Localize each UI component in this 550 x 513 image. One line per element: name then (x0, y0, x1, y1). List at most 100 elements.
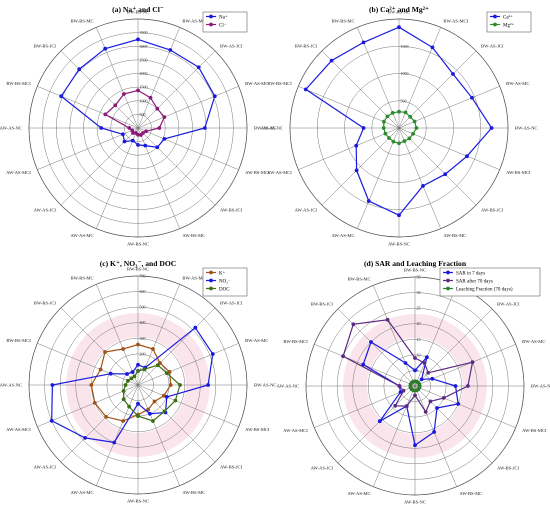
data-point (206, 383, 211, 387)
category-label: AW-AS-JCI (295, 208, 318, 213)
tick-label: 3500 (140, 30, 148, 35)
data-point (412, 119, 417, 124)
legend-marker (209, 22, 213, 27)
tick-label: 35 (417, 275, 421, 280)
category-label: AW-BS-MCI (245, 427, 270, 432)
category-label: AW-AS-JCI (311, 466, 334, 471)
tick-label: 30 (417, 290, 421, 295)
grid-spoke (37, 384, 139, 427)
data-point (425, 355, 429, 360)
legend-label: Mg²⁺ (503, 22, 514, 28)
legend-marker (209, 278, 213, 283)
data-point (103, 350, 107, 354)
category-label: AW-AS-JCI (34, 208, 57, 213)
data-point (329, 58, 334, 63)
category-label: AW-BS-MC (182, 490, 205, 495)
series-line (104, 89, 166, 136)
data-point (470, 360, 475, 365)
grid-spoke (137, 27, 180, 129)
grid-spoke (414, 285, 457, 387)
category-label: AW-AS-NC (0, 126, 22, 131)
grid-spoke (137, 127, 216, 206)
category-label: AW-AS-JCI (34, 465, 57, 470)
category-label: BW-BS-JCI (34, 301, 57, 306)
data-point (413, 368, 417, 373)
category-label: BW-BS-MCI (6, 81, 31, 86)
data-point (132, 374, 137, 379)
data-point (136, 414, 140, 418)
legend-label: SAR after 70 days (456, 279, 493, 284)
data-point (489, 126, 494, 130)
panel-1: (a) Na⁺ and Cl⁻BW-BS-NC BW-AS-MCI BW-AS-JC… (0, 5, 276, 247)
data-point (413, 356, 417, 360)
category-label: BW-AS-MCI (182, 18, 207, 23)
data-point (136, 362, 140, 367)
data-point (108, 371, 113, 376)
tick-label: 600 (140, 289, 146, 294)
tick-label: 500 (401, 98, 407, 103)
data-point (466, 384, 470, 388)
legend-label: Leaching Fraction (70 days) (456, 287, 513, 292)
data-point (435, 406, 439, 410)
data-point (414, 126, 419, 130)
data-point (168, 48, 173, 52)
legend-label: DOC (219, 287, 230, 292)
data-point (121, 389, 126, 393)
category-label: AW-BS-NC (127, 499, 149, 504)
data-point (130, 370, 135, 374)
category-label: AW-AS-MC (70, 490, 93, 495)
chart-title: (a) Na⁺ and Cl⁻ (112, 5, 164, 14)
grid-spoke (60, 384, 139, 463)
data-point (136, 37, 140, 42)
data-point (146, 407, 151, 412)
category-label: AW-AS-MC (347, 491, 370, 496)
category-label: BW-AS-JCI (220, 44, 243, 49)
data-point (144, 129, 149, 134)
data-point (422, 361, 427, 365)
data-point (103, 46, 108, 51)
data-point (162, 137, 167, 141)
category-label: BW-BS-MC (348, 276, 371, 281)
grid-spoke (373, 285, 416, 387)
data-point (451, 72, 455, 76)
data-point (50, 383, 55, 387)
legend-label: Ca²⁺ (503, 14, 513, 20)
data-point (121, 132, 125, 137)
legend-label: K⁺ (219, 270, 226, 276)
data-point (397, 141, 401, 146)
grid-spoke (337, 385, 416, 464)
data-point (354, 168, 359, 173)
data-point (428, 399, 433, 404)
data-point (387, 136, 391, 140)
category-label: BW-BS-MC (332, 18, 355, 23)
legend-marker (209, 286, 213, 291)
data-point (398, 390, 403, 394)
data-point (148, 411, 152, 416)
tick-label: 500 (140, 112, 146, 117)
category-label: BW-AS-NC (254, 383, 276, 388)
data-point (127, 404, 131, 409)
data-point (432, 430, 436, 434)
data-point (129, 376, 134, 381)
data-point (49, 418, 54, 423)
data-point (426, 370, 431, 375)
category-label: AW-AS-MC (70, 233, 93, 238)
data-point (151, 347, 155, 351)
data-point (397, 109, 401, 114)
data-point (430, 376, 435, 381)
grid-spoke (37, 343, 139, 386)
grid-spoke (96, 27, 139, 129)
legend-label: SAR in 7 days (456, 271, 485, 276)
grid-spoke (37, 86, 139, 129)
data-point (385, 317, 390, 322)
data-point (148, 95, 153, 100)
data-point (361, 40, 366, 45)
data-point (193, 325, 198, 330)
category-label: BW-AS-MCI (443, 18, 468, 23)
data-point (354, 143, 359, 148)
category-label: AW-AS-MCI (6, 170, 31, 175)
data-point (443, 172, 448, 177)
data-point (401, 388, 406, 393)
